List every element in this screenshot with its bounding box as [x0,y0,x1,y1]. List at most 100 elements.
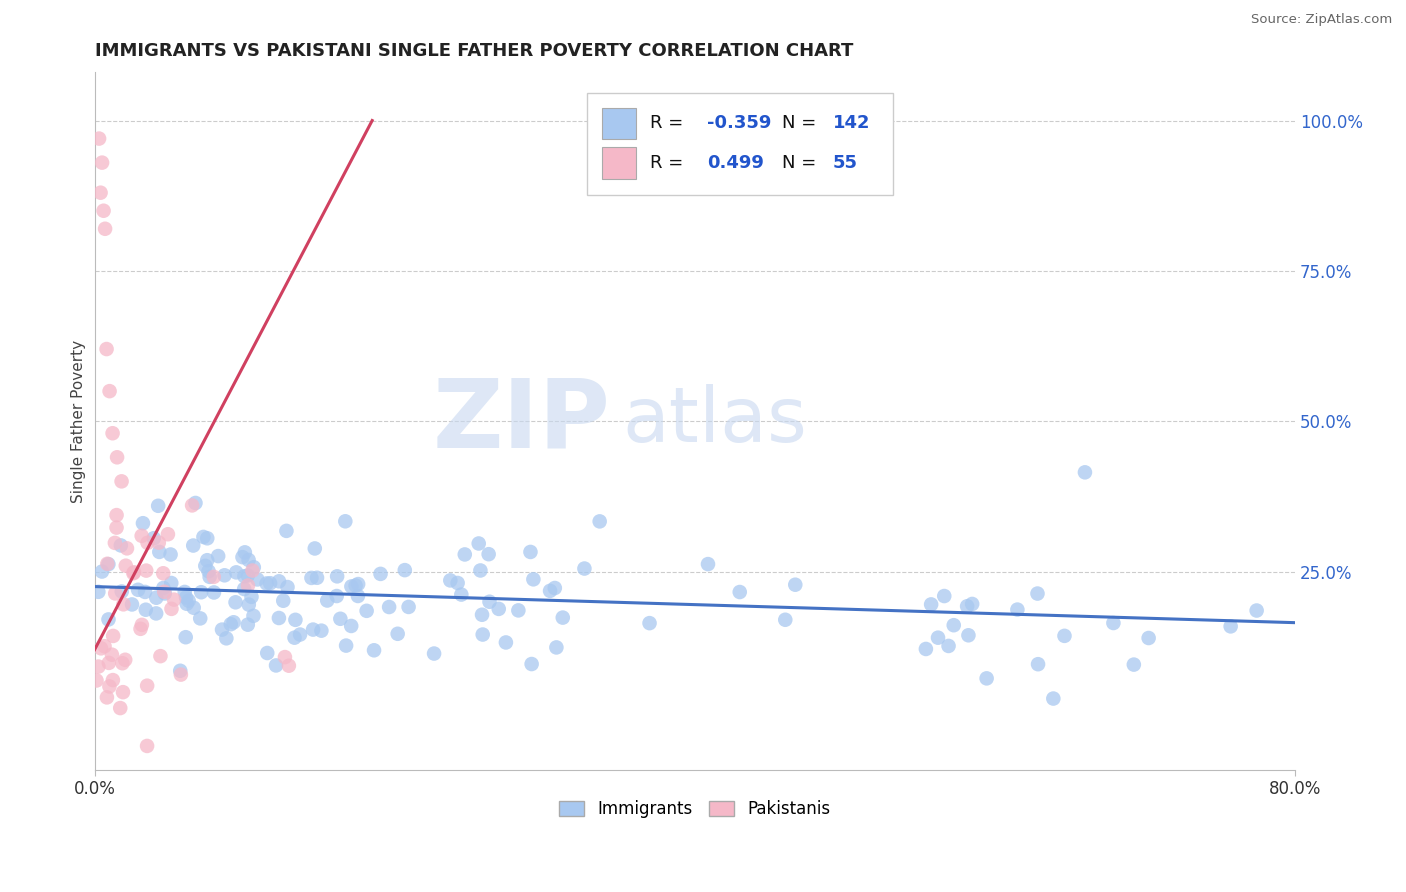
Point [326,569,349,583]
FancyBboxPatch shape [602,108,636,139]
Point [240,590,263,604]
Point [90,641,112,656]
Point [508,603,530,617]
Point [284,613,307,627]
Point [148,499,170,513]
Point [1007,602,1029,616]
Point [471,627,494,641]
Point [122,566,145,581]
Point [181,539,204,553]
Point [231,550,253,565]
Point [956,599,979,614]
Point [236,617,259,632]
Text: N =: N = [782,154,817,172]
Point [942,618,965,632]
Point [174,591,197,605]
Point [188,611,211,625]
Text: IMMIGRANTS VS PAKISTANI SINGLE FATHER POVERTY CORRELATION CHART: IMMIGRANTS VS PAKISTANI SINGLE FATHER PO… [94,42,853,60]
Point [110,538,132,552]
Point [152,566,174,581]
Point [153,586,176,600]
Point [98,680,121,694]
Point [551,610,574,624]
Point [104,536,127,550]
Point [934,589,956,603]
Point [104,586,127,600]
Point [96,557,118,571]
Point [394,563,416,577]
Point [122,566,145,580]
Point [242,608,264,623]
Text: 55: 55 [832,154,858,172]
Point [87,131,110,145]
Point [340,579,363,593]
Point [1102,615,1125,630]
Point [97,558,120,572]
Point [152,581,174,595]
Point [105,520,128,534]
Point [98,384,121,399]
Point [127,582,149,597]
Point [728,585,751,599]
Point [454,548,477,562]
Point [97,656,120,670]
Point [927,631,949,645]
Point [277,658,299,673]
Point [305,571,328,585]
Point [356,604,378,618]
Point [135,564,157,578]
Point [135,603,157,617]
Point [170,667,193,681]
Point [211,623,233,637]
Point [938,639,960,653]
Point [121,598,143,612]
Point [301,571,323,585]
Text: 142: 142 [832,114,870,132]
Point [202,570,225,584]
Point [153,584,176,599]
Point [283,631,305,645]
Point [149,649,172,664]
Point [101,673,124,687]
Point [256,646,278,660]
Point [1026,586,1049,600]
Point [112,598,135,612]
Point [193,530,215,544]
Point [134,585,156,599]
Point [785,578,807,592]
Point [101,426,124,441]
Point [242,564,264,578]
Point [110,475,132,489]
Text: 0.499: 0.499 [707,154,763,172]
Point [148,545,170,559]
Point [238,598,260,612]
Text: ZIP: ZIP [433,375,610,467]
Point [236,568,259,582]
Point [347,589,370,603]
Point [288,627,311,641]
Point [145,607,167,621]
Point [325,589,347,603]
Point [335,514,357,528]
Point [976,671,998,685]
Point [246,573,269,587]
Point [267,611,290,625]
Point [195,531,218,545]
Point [136,535,159,549]
Point [202,585,225,599]
Point [344,578,367,592]
Text: -0.359: -0.359 [707,114,770,132]
Point [1122,657,1144,672]
Point [183,600,205,615]
Point [93,639,115,653]
Point [96,342,118,356]
Point [105,508,128,522]
Point [160,576,183,591]
Point [215,632,238,646]
Point [238,553,260,567]
Point [222,615,245,630]
Point [347,577,370,591]
Point [259,576,281,591]
Point [111,584,134,599]
Point [169,664,191,678]
